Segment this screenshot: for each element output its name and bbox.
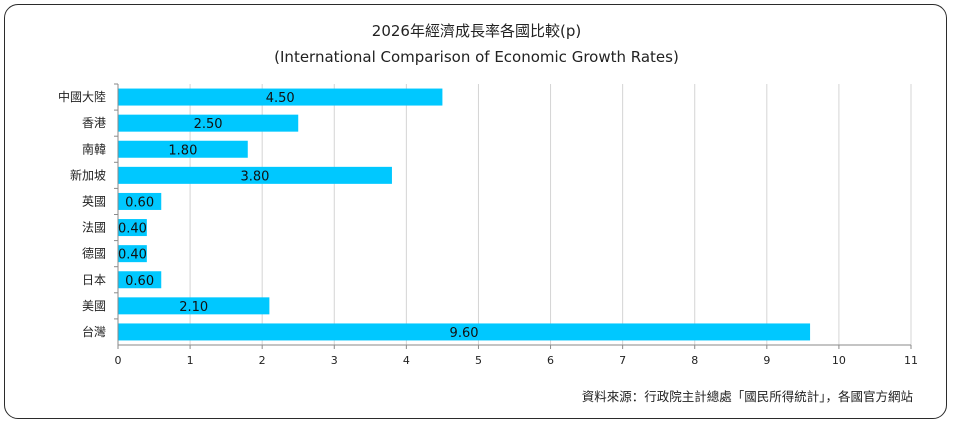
- data-label: 2.10: [179, 300, 208, 315]
- category-label: 新加坡: [70, 167, 106, 182]
- x-tick-label: 5: [475, 354, 482, 367]
- data-label: 3.80: [240, 169, 269, 184]
- bar: [118, 114, 299, 132]
- bar: [118, 192, 162, 210]
- category-label: 法國: [82, 221, 106, 235]
- x-tick-label: 9: [763, 354, 770, 367]
- chart-title: 2026年經濟成長率各國比較(p): [371, 22, 582, 40]
- x-tick-label: 3: [331, 354, 338, 367]
- data-label: 0.60: [125, 274, 154, 289]
- category-label: 美國: [82, 299, 106, 313]
- bar: [118, 140, 248, 158]
- x-tick-label: 10: [832, 354, 846, 367]
- gridlines: [189, 84, 912, 345]
- x-tick-label: 6: [547, 354, 554, 367]
- bar: [118, 245, 147, 263]
- x-tick-label: 7: [619, 354, 626, 367]
- chart-subtitle: (International Comparison of Economic Gr…: [274, 48, 679, 66]
- x-tick-label: 8: [691, 354, 698, 367]
- data-label: 0.40: [118, 222, 147, 237]
- x-tick-label: 0: [115, 354, 122, 367]
- data-labels: 4.50 2.50 1.80 3.80 0.60 0.40 0.40 0.60 2.10 9.60: [118, 91, 479, 341]
- category-label: 南韓: [82, 141, 106, 156]
- source-note: 資料來源：行政院主計總處「國民所得統計」，各國官方網站: [581, 389, 913, 404]
- category-label: 香港: [82, 116, 106, 130]
- chart-frame: [4, 4, 947, 419]
- data-label: 0.40: [118, 248, 147, 263]
- category-label: 德國: [82, 246, 106, 261]
- data-label: 0.60: [125, 195, 154, 210]
- data-label: 2.50: [194, 117, 223, 132]
- x-axis: 0 1 2 3 4 5 6 7 8 9 10 11: [114, 83, 918, 367]
- bars: [118, 88, 811, 341]
- data-label: 4.50: [266, 91, 295, 106]
- category-label: 英國: [82, 194, 106, 208]
- x-tick-label: 4: [403, 354, 410, 367]
- x-tick-label: 1: [187, 354, 194, 367]
- x-tick-label: 11: [904, 354, 918, 367]
- data-label: 1.80: [168, 143, 197, 158]
- bar: [118, 323, 811, 341]
- bar: [118, 88, 443, 106]
- bar: [118, 271, 162, 289]
- category-label: 日本: [82, 273, 106, 287]
- data-label: 9.60: [450, 326, 479, 341]
- bar: [118, 297, 270, 315]
- x-tick-label: 2: [259, 354, 266, 367]
- category-label: 台灣: [82, 324, 106, 339]
- bar: [118, 219, 147, 237]
- bar: [118, 166, 392, 184]
- category-label: 中國大陸: [58, 89, 106, 104]
